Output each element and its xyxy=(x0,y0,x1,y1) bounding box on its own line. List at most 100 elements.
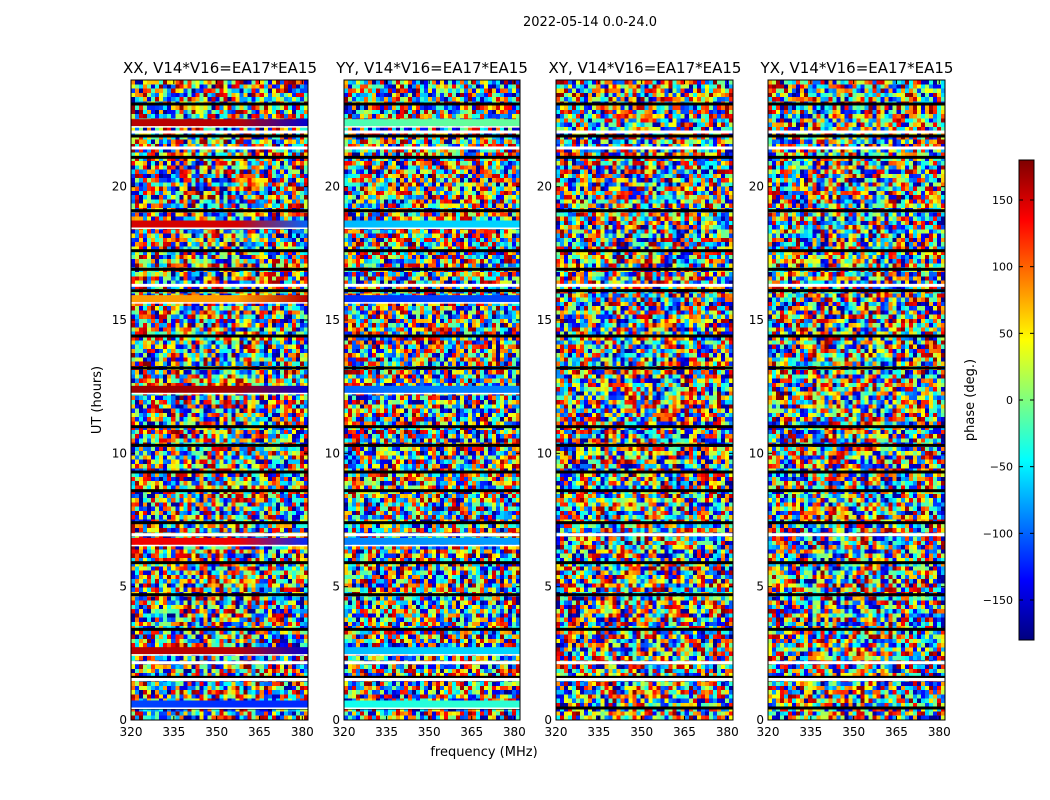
panel-title: XX, V14*V16=EA17*EA15 xyxy=(123,59,317,77)
y-tick-label: 10 xyxy=(749,446,764,460)
panel-yy: YY, V14*V16=EA17*EA15 320 335 350 365 380 0 5… xyxy=(325,59,528,739)
x-tick-label: 335 xyxy=(375,725,398,739)
x-tick-label: 350 xyxy=(418,725,441,739)
colorbar-tick-label: −150 xyxy=(983,594,1013,607)
band-edge xyxy=(344,654,520,656)
band-edge xyxy=(131,392,308,395)
flagged-row xyxy=(556,627,733,631)
flagged-row xyxy=(556,675,733,679)
flagged-row xyxy=(556,593,733,597)
band-edge xyxy=(131,707,308,709)
x-tick-label: 380 xyxy=(716,725,739,739)
flagged-row xyxy=(556,289,733,293)
flagged-row xyxy=(344,470,520,474)
y-tick-label: 0 xyxy=(332,713,340,727)
flagged-row xyxy=(768,366,945,370)
coherent-band xyxy=(344,220,520,228)
flagged-row xyxy=(344,155,520,159)
x-ticks: 320 335 350 365 380 xyxy=(757,80,951,739)
flagged-row xyxy=(344,627,520,631)
flagged-row xyxy=(556,425,733,429)
flagged-row xyxy=(344,366,520,370)
coherent-band xyxy=(344,537,520,545)
flagged-row xyxy=(131,443,308,447)
band-edge xyxy=(131,227,308,229)
y-tick-label: 15 xyxy=(537,313,552,327)
blank-row xyxy=(344,130,520,134)
x-tick-label: 365 xyxy=(673,725,696,739)
flagged-row xyxy=(556,102,733,106)
y-tick-label: 0 xyxy=(544,713,552,727)
panel-title: YX, V14*V16=EA17*EA15 xyxy=(760,59,954,77)
blank-row xyxy=(556,661,733,665)
blank-row xyxy=(768,130,945,134)
colorbar-tick-label: −50 xyxy=(990,461,1013,474)
blank-row xyxy=(768,677,945,681)
flagged-row xyxy=(768,521,945,525)
flagged-row xyxy=(344,489,520,493)
x-ticks: 320 335 350 365 380 xyxy=(120,80,314,739)
flagged-row xyxy=(556,489,733,493)
heatmap-xy xyxy=(556,80,733,720)
band-edge xyxy=(344,126,520,128)
y-tick-label: 10 xyxy=(112,446,127,460)
flagged-row xyxy=(344,102,520,106)
flagged-row xyxy=(768,134,945,138)
y-tick-label: 15 xyxy=(325,313,340,327)
heatmap-yx xyxy=(768,80,945,720)
x-tick-label: 320 xyxy=(120,725,143,739)
blank-row xyxy=(344,661,520,665)
flagged-row xyxy=(131,134,308,138)
flagged-row xyxy=(344,443,520,447)
flagged-row xyxy=(556,706,733,710)
y-tick-label: 10 xyxy=(325,446,340,460)
coherent-band xyxy=(131,647,308,655)
panel-xx: XX, V14*V16=EA17*EA15 320 335 350 365 380 0 5… xyxy=(90,59,317,739)
x-tick-label: 365 xyxy=(885,725,908,739)
coherent-band xyxy=(131,385,308,393)
phase-noise xyxy=(344,80,520,720)
flagged-row xyxy=(131,561,308,565)
x-tick-label: 365 xyxy=(460,725,483,739)
y-ticks: 0 5 10 15 20 xyxy=(749,180,945,727)
band-edge xyxy=(131,126,308,128)
y-tick-label: 5 xyxy=(544,580,552,594)
flagged-row xyxy=(131,267,308,271)
blank-row xyxy=(131,283,308,287)
colorbar-label: phase (deg.) xyxy=(963,359,978,441)
x-tick-label: 350 xyxy=(630,725,653,739)
flagged-row xyxy=(344,425,520,429)
x-tick-label: 365 xyxy=(248,725,271,739)
blank-row xyxy=(768,533,945,537)
heatmap-yy xyxy=(344,80,520,720)
band-edge xyxy=(344,707,520,709)
y-ticks: 0 5 10 15 20 xyxy=(325,180,520,727)
colorbar-tick-label: 0 xyxy=(1006,394,1013,407)
band-edge xyxy=(344,544,520,547)
band-edge xyxy=(344,302,520,304)
colorbar-ticks: 150 100 50 0 −50 −100 −150 xyxy=(983,194,1034,607)
heatmap-xx xyxy=(131,80,308,720)
blank-row xyxy=(344,677,520,681)
flagged-row xyxy=(131,489,308,493)
flagged-row xyxy=(556,155,733,159)
band-edge xyxy=(131,544,308,547)
y-tick-label: 15 xyxy=(112,313,127,327)
colorbar-tick-label: 100 xyxy=(992,261,1013,274)
x-tick-label: 380 xyxy=(928,725,951,739)
x-ticks: 320 335 350 365 380 xyxy=(545,80,739,739)
flagged-row xyxy=(131,209,308,213)
flagged-row xyxy=(344,675,520,679)
coherent-band xyxy=(344,647,520,655)
panel-yx: YX, V14*V16=EA17*EA15 320 335 350 365 380 0 5… xyxy=(749,59,954,739)
blank-row xyxy=(556,283,733,287)
band-edge xyxy=(344,227,520,229)
y-tick-label: 15 xyxy=(749,313,764,327)
blank-row xyxy=(344,146,520,150)
x-tick-label: 380 xyxy=(291,725,314,739)
flagged-row xyxy=(131,102,308,106)
flagged-row xyxy=(768,102,945,106)
y-tick-label: 20 xyxy=(112,180,127,194)
x-tick-label: 320 xyxy=(757,725,780,739)
